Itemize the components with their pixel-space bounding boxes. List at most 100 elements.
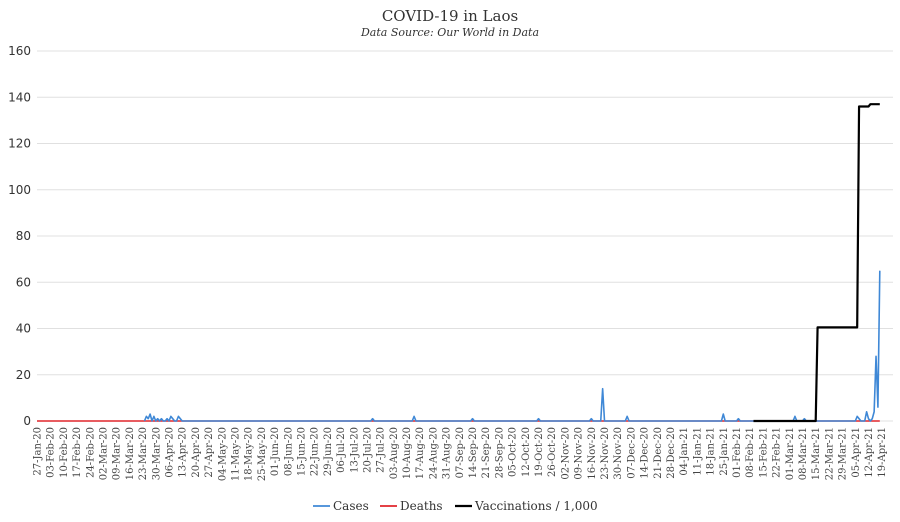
x-tick-label: 15-Jun-20 — [296, 427, 307, 476]
x-tick-label: 16-Nov-20 — [587, 427, 598, 480]
x-tick: 02-Nov-20 — [560, 427, 571, 480]
legend: Cases Deaths Vaccinations / 1,000 — [313, 499, 598, 513]
x-tick: 12-Apr-21 — [864, 427, 875, 478]
x-tick: 12-Oct-20 — [521, 427, 532, 477]
x-tick: 03-Feb-20 — [46, 427, 57, 478]
x-tick: 24-Aug-20 — [428, 427, 439, 479]
x-tick: 16-Mar-20 — [125, 427, 136, 480]
x-tick: 09-Nov-20 — [574, 427, 585, 480]
x-tick: 17-Feb-20 — [72, 427, 83, 478]
x-tick: 09-Mar-20 — [112, 427, 123, 480]
y-tick-label: 60 — [16, 275, 31, 289]
x-tick: 05-Apr-21 — [851, 427, 862, 478]
x-axis-ticks: 27-Jan-20 03-Feb-20 10-Feb-20 17-Feb-20 24-F… — [33, 427, 889, 481]
x-tick: 31-Aug-20 — [442, 427, 453, 479]
x-tick: 29-Mar-21 — [838, 427, 849, 480]
legend-item: Cases — [313, 499, 369, 513]
x-tick: 17-Aug-20 — [415, 427, 426, 479]
x-tick-label: 07-Dec-20 — [626, 427, 637, 479]
x-tick: 14-Dec-20 — [640, 427, 651, 479]
x-tick-label: 14-Dec-20 — [640, 427, 651, 479]
legend-label: Cases — [333, 499, 369, 513]
x-tick: 30-Mar-20 — [151, 427, 162, 480]
x-tick-label: 08-Feb-21 — [745, 427, 756, 478]
x-tick: 11-Jan-21 — [692, 427, 703, 476]
y-axis-ticks: 0 20 40 60 80 100 120 140 160 — [8, 44, 31, 428]
x-tick: 18-Jan-21 — [706, 427, 717, 476]
x-tick-label: 25-May-20 — [257, 427, 268, 481]
x-tick-label: 15-Mar-21 — [811, 427, 822, 480]
x-tick: 06-Apr-20 — [164, 427, 175, 478]
x-tick-label: 15-Feb-21 — [758, 427, 769, 478]
legend-item: Deaths — [380, 499, 443, 513]
x-tick-label: 31-Aug-20 — [442, 427, 453, 479]
x-tick-label: 23-Nov-20 — [600, 427, 611, 480]
y-tick-label: 160 — [8, 44, 31, 58]
legend-label: Deaths — [400, 499, 443, 513]
x-tick-label: 22-Jun-20 — [310, 427, 321, 476]
legend-item: Vaccinations / 1,000 — [455, 499, 598, 513]
legend-label: Vaccinations / 1,000 — [474, 499, 598, 513]
x-tick-label: 24-Feb-20 — [85, 427, 96, 478]
x-tick-label: 18-Jan-21 — [706, 427, 717, 476]
x-tick: 13-Jul-20 — [349, 427, 360, 473]
x-tick-label: 30-Nov-20 — [613, 427, 624, 480]
x-tick: 01-Feb-21 — [732, 427, 743, 478]
x-tick-label: 27-Jul-20 — [376, 427, 387, 473]
x-tick-label: 29-Jun-20 — [323, 427, 334, 476]
x-tick-label: 05-Apr-21 — [851, 427, 862, 478]
x-tick: 04-May-20 — [217, 427, 228, 481]
x-tick-label: 11-May-20 — [230, 427, 241, 481]
x-tick-label: 27-Apr-20 — [204, 427, 215, 478]
x-tick-label: 17-Feb-20 — [72, 427, 83, 478]
chart-subtitle: Data Source: Our World in Data — [360, 26, 539, 39]
x-tick: 19-Oct-20 — [534, 427, 545, 477]
x-tick-label: 09-Mar-20 — [112, 427, 123, 480]
x-tick-label: 20-Apr-20 — [191, 427, 202, 478]
x-tick: 27-Jul-20 — [376, 427, 387, 473]
x-tick-label: 02-Nov-20 — [560, 427, 571, 480]
x-tick-label: 17-Aug-20 — [415, 427, 426, 479]
x-tick: 15-Mar-21 — [811, 427, 822, 480]
series-line-cases — [143, 270, 881, 422]
x-tick: 15-Feb-21 — [758, 427, 769, 478]
x-tick-label: 19-Apr-21 — [877, 427, 888, 478]
x-tick-label: 04-May-20 — [217, 427, 228, 481]
x-tick: 01-Mar-21 — [785, 427, 796, 480]
x-tick: 14-Sep-20 — [468, 427, 479, 478]
x-tick-label: 22-Feb-21 — [772, 427, 783, 478]
x-tick: 13-Apr-20 — [178, 427, 189, 478]
x-tick-label: 27-Jan-20 — [33, 427, 44, 476]
x-tick-label: 22-Mar-21 — [824, 427, 835, 480]
y-tick-label: 100 — [8, 183, 31, 197]
x-tick: 21-Dec-20 — [653, 427, 664, 479]
x-tick: 29-Jun-20 — [323, 427, 334, 476]
series-line-vaccinations-1-000 — [753, 103, 880, 423]
x-tick-label: 04-Jan-21 — [679, 427, 690, 476]
y-tick-label: 140 — [8, 90, 31, 104]
x-tick-label: 18-May-20 — [244, 427, 255, 481]
grid-lines — [37, 50, 893, 422]
x-tick: 05-Oct-20 — [508, 427, 519, 477]
x-tick: 22-Jun-20 — [310, 427, 321, 476]
x-tick: 06-Jul-20 — [336, 427, 347, 473]
x-tick-label: 02-Mar-20 — [98, 427, 109, 480]
x-tick-label: 24-Aug-20 — [428, 427, 439, 479]
x-tick: 18-May-20 — [244, 427, 255, 481]
x-tick-label: 21-Sep-20 — [481, 427, 492, 478]
x-tick: 22-Feb-21 — [772, 427, 783, 478]
x-tick-label: 28-Sep-20 — [494, 427, 505, 478]
x-tick-label: 10-Feb-20 — [59, 427, 70, 478]
y-tick-label: 120 — [8, 137, 31, 151]
x-tick-label: 29-Mar-21 — [838, 427, 849, 480]
x-tick-label: 06-Jul-20 — [336, 427, 347, 473]
x-tick-label: 26-Oct-20 — [547, 427, 558, 477]
x-tick-label: 12-Apr-21 — [864, 427, 875, 478]
x-tick: 25-Jan-21 — [719, 427, 730, 476]
x-tick: 15-Jun-20 — [296, 427, 307, 476]
x-tick: 11-May-20 — [230, 427, 241, 481]
x-tick: 01-Jun-20 — [270, 427, 281, 476]
x-tick-label: 03-Feb-20 — [46, 427, 57, 478]
